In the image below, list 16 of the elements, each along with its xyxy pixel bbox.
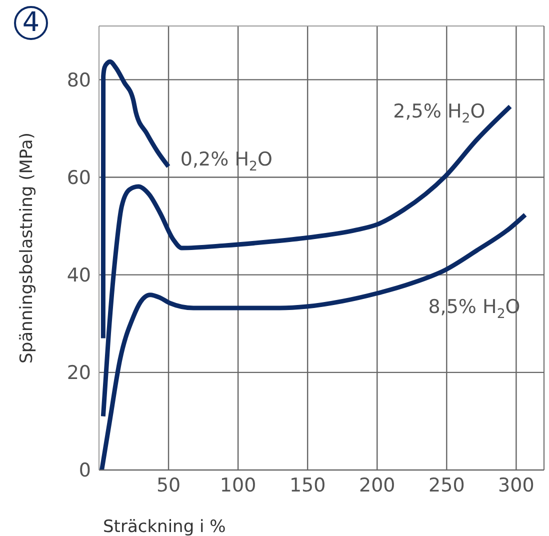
y-tick-label: 0 [78, 460, 91, 482]
line-series [100, 212, 528, 470]
series-label: 2,5% H$_{2}$O [393, 100, 486, 127]
x-tick-label: 300 [498, 474, 534, 496]
y-tick-label: 20 [66, 362, 91, 384]
x-tick-label: 150 [289, 474, 326, 496]
x-tick-label: 250 [428, 474, 465, 496]
y-axis-title: Spänningsbelastning (MPa) [17, 132, 38, 364]
y-tick-label: 80 [66, 69, 91, 92]
y-tick-label: 60 [66, 167, 91, 189]
x-tick-label: 50 [156, 474, 181, 496]
text: 4 [22, 7, 40, 38]
y-tick-label: 40 [66, 264, 91, 287]
x-tick-label: 100 [220, 474, 256, 496]
x-tick-label: 200 [358, 474, 396, 496]
x-axis-title: Sträckning i % [103, 517, 226, 536]
